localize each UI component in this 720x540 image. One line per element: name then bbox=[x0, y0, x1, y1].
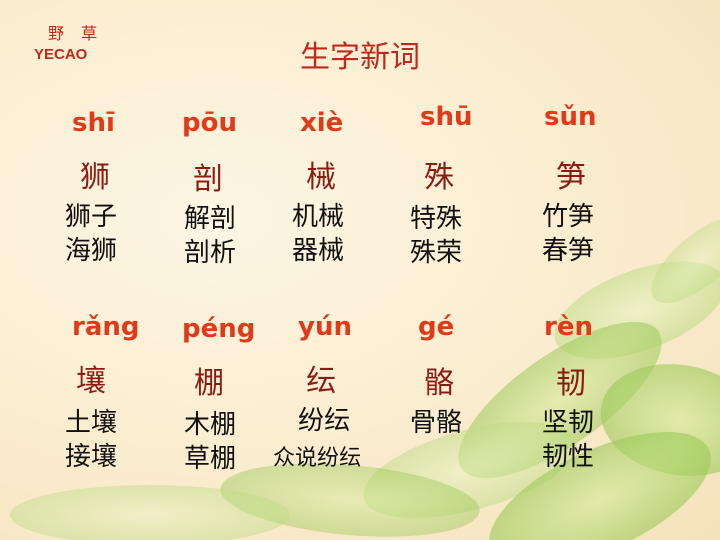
words-sun: 竹笋 春笋 bbox=[542, 200, 594, 268]
pinyin-rang: rǎng bbox=[72, 312, 140, 342]
char-shu: 殊 bbox=[424, 160, 454, 195]
word-item: 海狮 bbox=[65, 236, 118, 266]
logo-english: YECAO bbox=[34, 46, 88, 63]
word-item: 剖析 bbox=[184, 238, 237, 268]
char-pou: 剖 bbox=[193, 162, 223, 197]
word-item: 土壤 bbox=[65, 408, 118, 438]
words-yun: 纷纭 bbox=[298, 404, 350, 438]
pinyin-pou: pōu bbox=[182, 108, 237, 138]
pinyin-ge: gé bbox=[418, 312, 455, 342]
word-item: 接壤 bbox=[65, 442, 118, 472]
word-item: 骨骼 bbox=[410, 408, 463, 438]
char-ge: 骼 bbox=[424, 366, 454, 401]
char-yun: 纭 bbox=[306, 364, 336, 399]
word-item: 解剖 bbox=[184, 204, 237, 234]
word-item: 殊荣 bbox=[410, 238, 463, 268]
words-pou: 解剖 剖析 bbox=[184, 202, 236, 270]
pinyin-yun: yún bbox=[298, 312, 352, 342]
word-item: 木棚 bbox=[184, 410, 237, 440]
words-shi: 狮子 海狮 bbox=[65, 200, 117, 268]
word-item: 纷纭 bbox=[298, 406, 351, 436]
page-title: 生字新词 bbox=[300, 40, 420, 75]
word-item: 竹笋 bbox=[542, 202, 595, 232]
pinyin-sun: sǔn bbox=[544, 102, 597, 132]
char-shi: 狮 bbox=[80, 160, 110, 195]
word-item: 机械 bbox=[292, 202, 345, 232]
word-item: 草棚 bbox=[184, 444, 237, 474]
word-item: 春笋 bbox=[542, 236, 595, 266]
logo-chinese: 野 草 bbox=[48, 24, 104, 43]
char-peng: 棚 bbox=[194, 366, 224, 401]
word-item: 坚韧 bbox=[542, 408, 595, 438]
pinyin-ren: rèn bbox=[544, 312, 593, 342]
words-xie: 机械 器械 bbox=[292, 200, 344, 268]
word-item: 特殊 bbox=[410, 204, 463, 234]
words-ge: 骨骼 bbox=[410, 406, 462, 440]
pinyin-shu: shū bbox=[420, 102, 473, 132]
word-item: 狮子 bbox=[65, 202, 118, 232]
word-item: 器械 bbox=[292, 236, 345, 266]
pinyin-peng: péng bbox=[182, 314, 256, 344]
word-item: 韧性 bbox=[542, 442, 595, 472]
char-sun: 笋 bbox=[556, 160, 586, 195]
char-xie: 械 bbox=[306, 160, 336, 195]
char-ren: 韧 bbox=[556, 366, 586, 401]
word-idiom: 众说纷纭 bbox=[273, 446, 362, 471]
pinyin-xie: xiè bbox=[300, 108, 344, 138]
words-rang: 土壤 接壤 bbox=[65, 406, 117, 474]
words-shu: 特殊 殊荣 bbox=[410, 202, 462, 270]
pinyin-shi: shī bbox=[72, 108, 115, 138]
words-ren: 坚韧 韧性 bbox=[542, 406, 594, 474]
char-rang: 壤 bbox=[76, 364, 106, 399]
words-peng: 木棚 草棚 bbox=[184, 408, 236, 476]
